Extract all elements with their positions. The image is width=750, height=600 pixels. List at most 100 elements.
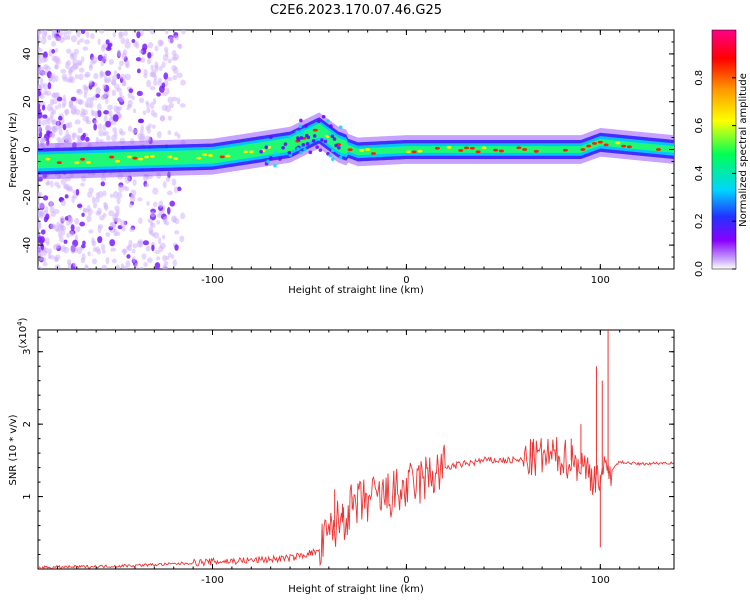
- spectrogram-noise-mark: [38, 66, 45, 72]
- spectrogram-noise-mark: [108, 110, 113, 117]
- top-x-ticks: -100 0 100: [56, 30, 659, 286]
- spectrogram-noise-mark: [165, 105, 171, 113]
- spectrogram-noise-mark: [51, 49, 56, 54]
- spectrogram-noise-mark: [51, 92, 57, 99]
- spectrogram-noise-mark: [176, 97, 181, 105]
- bottom-x-ticks: -100 0 100: [56, 330, 659, 586]
- spectrogram-noise-mark: [158, 200, 164, 208]
- spectrogram-hot-mark: [475, 150, 481, 154]
- spectrogram-noise-mark: [42, 249, 48, 256]
- spectrogram-noise-mark: [97, 236, 103, 244]
- spectrogram-noise-mark: [38, 125, 42, 133]
- spectrogram-hot-mark: [592, 141, 597, 145]
- spectrogram-noise-mark: [108, 210, 115, 217]
- spectrogram-noise-mark: [173, 186, 179, 194]
- spectrogram-hot-mark: [493, 148, 499, 152]
- spectrogram-noise-mark: [133, 41, 138, 48]
- spectrogram-noise-mark: [103, 110, 110, 115]
- spectrogram-noise-mark: [164, 220, 170, 226]
- spectrogram-noise-mark: [56, 121, 60, 126]
- spectrogram-noise-mark: [91, 258, 97, 265]
- spectrogram-marks: [38, 30, 674, 269]
- spectrogram-noise-mark: [105, 97, 109, 105]
- spectrogram-noise-mark: [84, 73, 90, 78]
- spectrogram-noise-mark: [132, 243, 138, 249]
- spectrogram-noise-mark: [93, 120, 98, 125]
- spectrogram-panel: -100 0 100 -40 -20 0 20 40 Height of straight …: [8, 29, 675, 296]
- spectrogram-noise-mark: [73, 63, 79, 70]
- spectrogram-noise-mark: [146, 126, 151, 134]
- spectrogram-noise-mark: [157, 77, 162, 83]
- spectrogram-noise-mark: [156, 131, 162, 139]
- spectrogram-noise-mark: [105, 39, 110, 45]
- y-tick-label: -20: [22, 189, 33, 205]
- y-tick-label: 3: [22, 349, 33, 355]
- spectrogram-noise-mark: [82, 240, 86, 246]
- spectrogram-noise-mark: [91, 56, 98, 64]
- spectrogram-spray-mark: [298, 124, 303, 129]
- spectrogram-noise-mark: [61, 73, 68, 80]
- spectrogram-noise-mark: [165, 30, 169, 35]
- spectrogram-spray-mark: [315, 145, 319, 149]
- spectrogram-noise-mark: [96, 248, 102, 255]
- spectrogram-noise-mark: [87, 208, 93, 216]
- spectrogram-noise-mark: [118, 113, 123, 119]
- spectrogram-noise-mark: [100, 176, 107, 182]
- spectrogram-hot-mark: [173, 157, 179, 161]
- spectrogram-noise-mark: [153, 78, 158, 86]
- spectrogram-hot-mark: [208, 154, 214, 157]
- spectrogram-noise-mark: [54, 64, 59, 70]
- spectrogram-noise-mark: [138, 217, 143, 224]
- spectrogram-noise-mark: [103, 75, 108, 84]
- spectrogram-noise-mark: [66, 220, 71, 226]
- spectrogram-hot-mark: [626, 145, 632, 149]
- spectrogram-noise-mark: [41, 137, 47, 142]
- spectrogram-noise-mark: [171, 56, 178, 61]
- spectrogram-noise-mark: [100, 45, 106, 52]
- spectrogram-noise-mark: [42, 51, 48, 59]
- spectrogram-noise-mark: [48, 248, 52, 254]
- spectrogram-noise-mark: [113, 70, 118, 76]
- spectrogram-noise-mark: [167, 130, 172, 135]
- spectrogram-noise-mark: [142, 43, 148, 51]
- spectrogram-hot-mark: [580, 148, 586, 151]
- spectrogram-noise-mark: [103, 201, 107, 208]
- spectrogram-noise-mark: [44, 206, 49, 214]
- spectrogram-spray-mark: [328, 153, 333, 158]
- spectrogram-spray-mark: [332, 137, 337, 141]
- spectrogram-noise-mark: [81, 253, 86, 261]
- spectrogram-noise-mark: [56, 184, 61, 189]
- spectrogram-spray-mark: [311, 139, 316, 143]
- spectrogram-noise-mark: [56, 96, 63, 102]
- spectrogram-hot-mark: [312, 128, 318, 132]
- spectrogram-spray-mark: [301, 143, 306, 147]
- spectrogram-noise-mark: [63, 184, 69, 189]
- spectrogram-noise-mark: [76, 30, 81, 38]
- spectrogram-noise-mark: [53, 56, 60, 64]
- colorbar: 0.0 0.2 0.4 0.6 0.8 Normalized spectral ampl…: [694, 29, 749, 277]
- spectrogram-noise-mark: [62, 123, 67, 131]
- spectrogram-noise-mark: [38, 58, 42, 65]
- spectrogram-noise-mark: [112, 217, 119, 222]
- spectrogram-noise-mark: [139, 266, 144, 269]
- spectrogram-noise-mark: [162, 216, 168, 223]
- spectrogram-noise-mark: [144, 183, 149, 188]
- spectrogram-noise-mark: [105, 256, 110, 265]
- spectrogram-hot-mark: [417, 149, 423, 153]
- spectrogram-noise-mark: [90, 32, 95, 40]
- spectrogram-noise-mark: [150, 109, 155, 117]
- spectrogram-hot-mark: [85, 160, 91, 164]
- spectrogram-noise-mark: [146, 201, 150, 206]
- spectrogram-noise-mark: [146, 107, 151, 114]
- spectrogram-hot-mark: [248, 150, 254, 154]
- spectrogram-noise-mark: [100, 243, 106, 251]
- spectrogram-noise-mark: [135, 57, 142, 62]
- spectrogram-noise-mark: [150, 211, 156, 218]
- spectrogram-noise-mark: [122, 49, 128, 56]
- spectrogram-spray-mark: [323, 136, 327, 141]
- spectrogram-noise-mark: [137, 132, 143, 140]
- spectrogram-noise-mark: [85, 136, 90, 142]
- multiplier-exp: 4: [16, 321, 24, 326]
- top-y-label: Frequency (Hz): [8, 112, 19, 188]
